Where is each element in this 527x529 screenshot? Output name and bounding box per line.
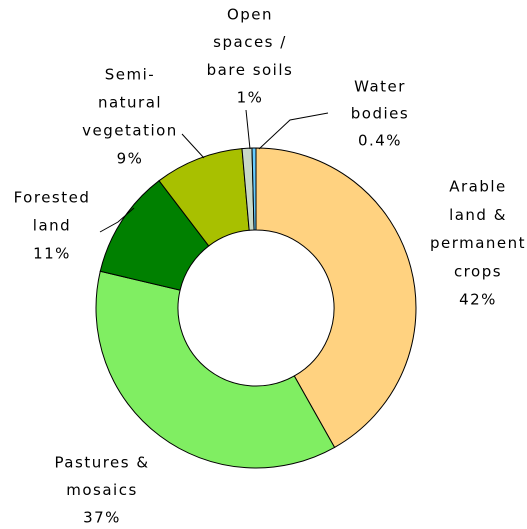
slice-label: mosaics [66, 481, 138, 499]
leader-line [258, 112, 329, 150]
slice [95, 270, 336, 469]
value-label: 42% [459, 291, 497, 309]
slice-label: Semi- [105, 66, 155, 84]
slice-label: land & [449, 206, 507, 224]
leader-line [181, 133, 205, 159]
leader-line [245, 109, 251, 150]
slice-label: Arable [449, 178, 507, 196]
donut [95, 147, 417, 469]
value-label: 11% [33, 245, 71, 263]
slice-label: Pastures & [54, 454, 149, 472]
slice-label: crops [454, 262, 502, 280]
value-label: 0.4% [358, 132, 402, 150]
slice-label: natural [98, 94, 162, 112]
slice-label: spaces / [213, 33, 287, 51]
value-label: 37% [83, 509, 121, 527]
slice-label: bodies [351, 105, 409, 123]
slice-label: Water [354, 78, 406, 96]
leader-lines [99, 109, 329, 233]
slice-label: Open [227, 6, 273, 24]
value-label: 9% [117, 150, 144, 168]
slice-label: land [33, 217, 71, 235]
slice-label: Forested [14, 189, 91, 207]
slice [251, 147, 257, 231]
leader-line [99, 207, 135, 233]
slice-label: permanent [430, 234, 526, 252]
slice-label: vegetation [82, 122, 178, 140]
slice [255, 147, 417, 449]
value-label: 1% [237, 89, 264, 107]
slice-label: bare soils [207, 61, 294, 79]
